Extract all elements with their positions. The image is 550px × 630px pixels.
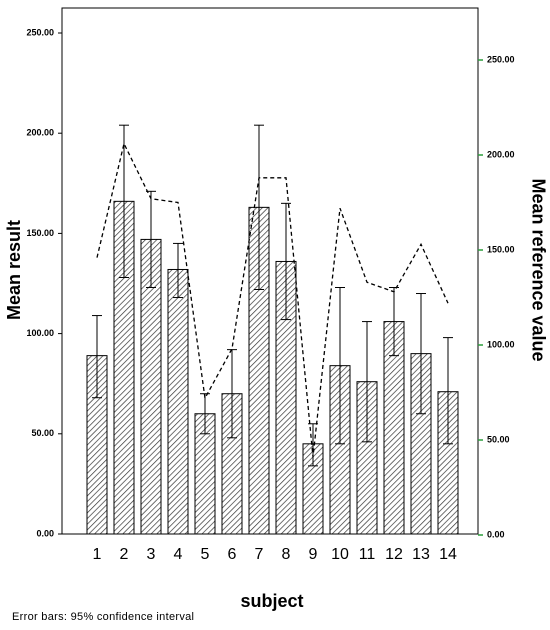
line [96, 141, 449, 458]
x-tick-label: 8 [282, 546, 291, 563]
y2-tick-label: 200.00 [487, 149, 515, 159]
x-tick-label: 2 [120, 546, 129, 563]
y-tick-label: 50.00 [31, 428, 54, 438]
x-tick-label: 12 [385, 546, 403, 563]
x-tick-label: 7 [255, 546, 264, 563]
y2-tick-label: 50.00 [487, 434, 510, 444]
x-axis-title: subject [240, 591, 303, 611]
y-tick-label: 100.00 [26, 328, 54, 338]
x-tick-label: 10 [331, 546, 349, 563]
x-tick-label: 5 [201, 546, 210, 563]
y-tick-label: 200.00 [26, 128, 54, 138]
y-tick-label: 0.00 [36, 528, 54, 538]
bar [167, 268, 189, 535]
plot-frame [61, 7, 479, 535]
x-tick-label: 4 [174, 546, 183, 563]
y2-tick-label: 150.00 [487, 244, 515, 254]
y2-tick-label: 100.00 [487, 339, 515, 349]
x-tick-label: 9 [309, 546, 318, 563]
y2-tick-label: 250.00 [487, 54, 515, 64]
y2-axis-title: Mean reference value [528, 178, 548, 361]
y-tick-label: 150.00 [26, 228, 54, 238]
x-tick-label: 11 [359, 546, 376, 563]
y-axis-title: Mean result [4, 220, 24, 320]
y-tick-label: 250.00 [26, 27, 54, 37]
x-tick-label: 1 [93, 546, 102, 563]
x-tick-label: 3 [147, 546, 156, 563]
x-tick-label: 6 [228, 546, 237, 563]
x-tick-label: 13 [412, 546, 430, 563]
y2-tick-label: 0.00 [487, 529, 505, 539]
footnote: Error bars: 95% confidence interval [12, 611, 194, 623]
x-tick-label: 14 [439, 546, 457, 563]
